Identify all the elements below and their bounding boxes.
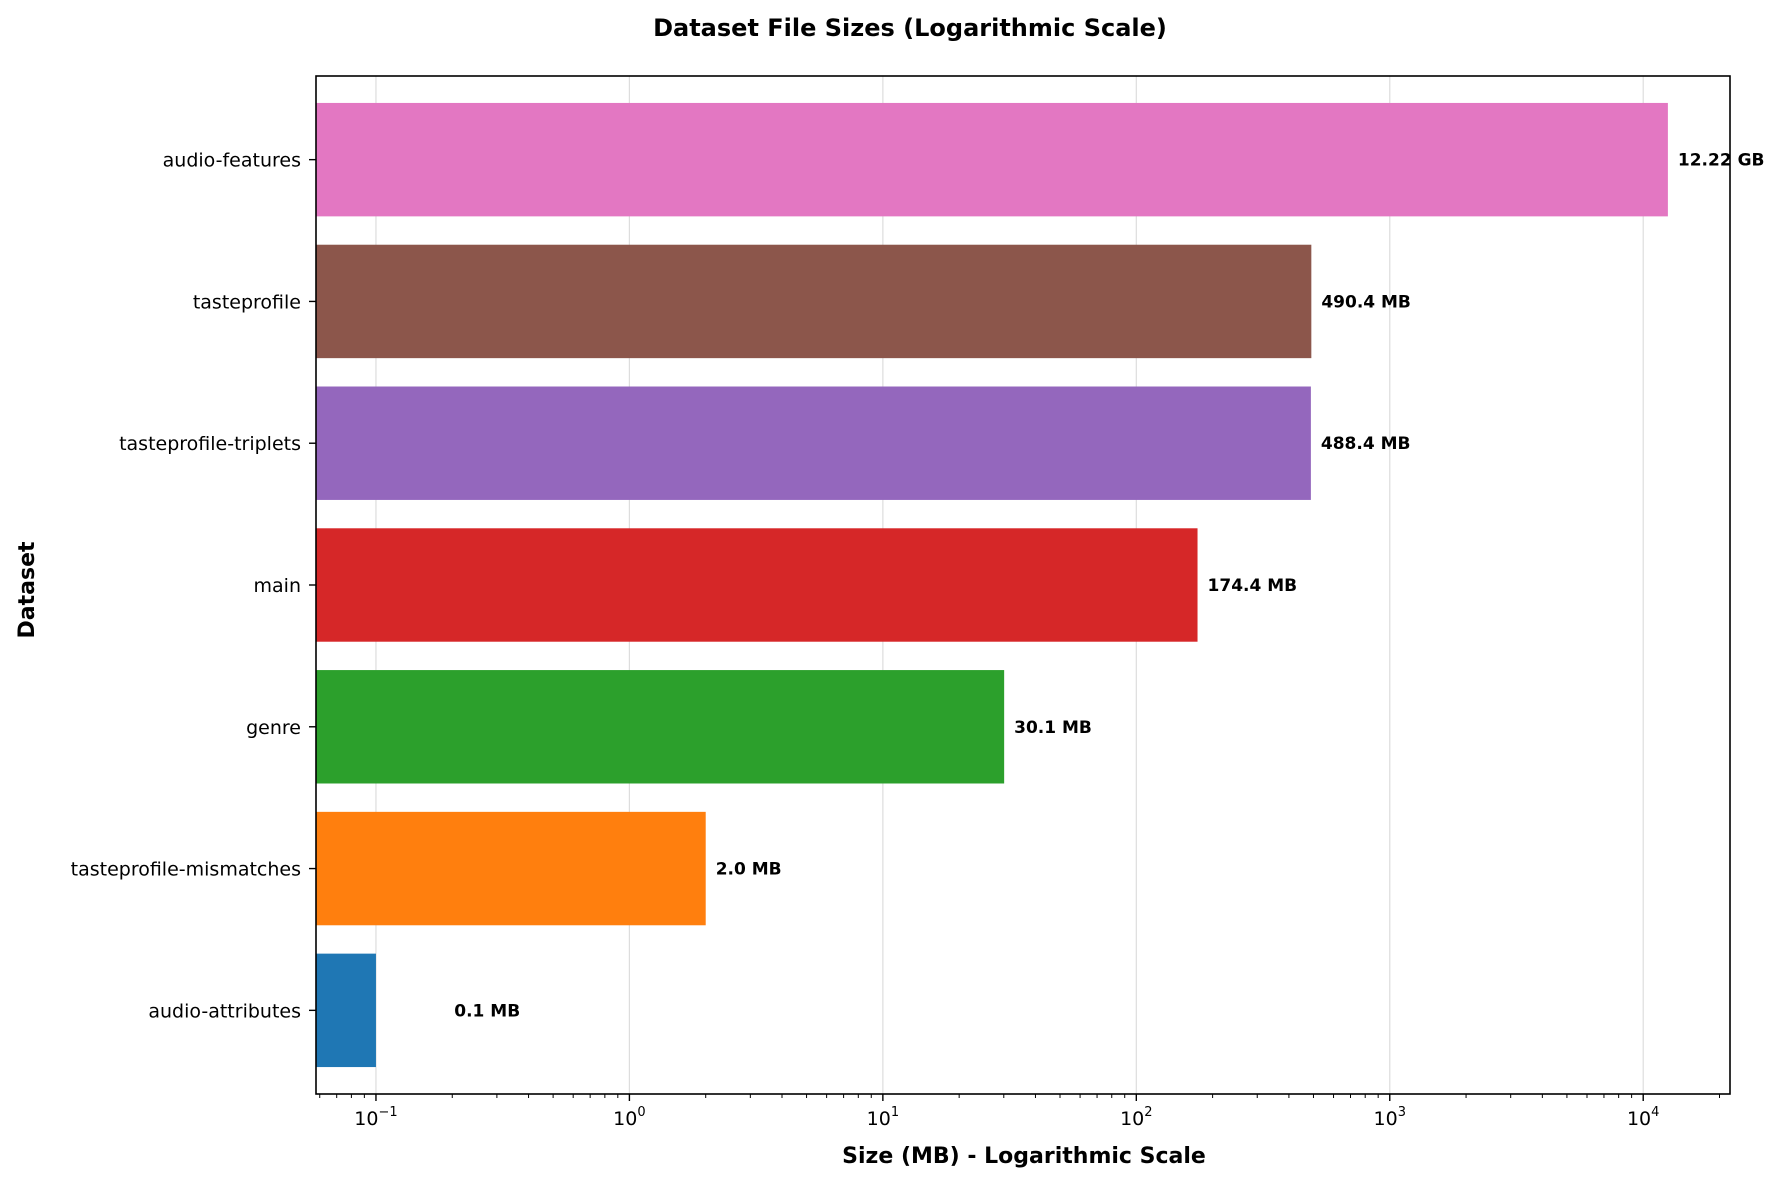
bar <box>316 102 1668 217</box>
y-tick-label: tasteprofile <box>193 291 301 313</box>
y-axis: audio-attributes tasteprofile-mismatches g… <box>71 150 316 1022</box>
value-label: 488.4 MB <box>1321 434 1411 454</box>
bar <box>316 670 1005 784</box>
value-label: 12.22 GB <box>1678 151 1765 171</box>
bars <box>316 102 1668 1068</box>
y-tick-label: tasteprofile-triplets <box>119 433 301 455</box>
y-tick-label: audio-features <box>163 150 301 172</box>
bar <box>316 528 1198 642</box>
value-label: 30.1 MB <box>1014 718 1092 738</box>
value-label: 0.1 MB <box>454 1001 520 1021</box>
bar <box>316 244 1312 359</box>
chart-title: Dataset File Sizes (Logarithmic Scale) <box>653 14 1167 42</box>
y-tick-label: tasteprofile-mismatches <box>71 859 301 881</box>
y-axis-title: Dataset <box>15 541 40 638</box>
bar <box>316 953 376 1068</box>
value-label: 174.4 MB <box>1208 576 1298 596</box>
y-tick-label: audio-attributes <box>148 1000 301 1022</box>
value-label: 490.4 MB <box>1321 292 1411 312</box>
value-label: 2.0 MB <box>716 860 782 880</box>
y-tick-label: genre <box>246 717 301 739</box>
x-axis-title: Size (MB) - Logarithmic Scale <box>842 1144 1206 1169</box>
bar <box>316 386 1311 500</box>
value-labels: 0.1 MB 2.0 MB 30.1 MB 174.4 MB 488.4 MB 490.4… <box>454 151 1764 1022</box>
bar <box>316 811 706 926</box>
x-tick-label: 104 <box>1627 1105 1659 1130</box>
y-tick-label: main <box>254 575 301 597</box>
